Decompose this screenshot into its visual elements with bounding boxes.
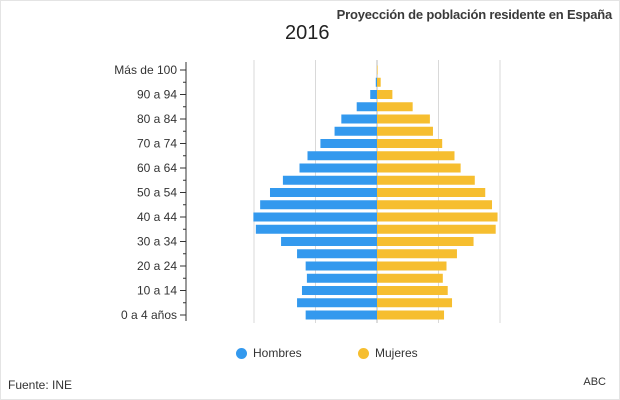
- y-tick-label: 80 a 84: [137, 112, 177, 126]
- y-tick-label: 30 a 34: [137, 235, 177, 249]
- bar-hombres: [255, 224, 377, 234]
- bar-mujeres: [377, 175, 475, 185]
- bar-mujeres: [377, 90, 393, 99]
- bar-mujeres: [377, 298, 453, 308]
- y-tick-label: 50 a 54: [137, 186, 177, 200]
- y-tick-label: 0 a 4 años: [121, 308, 177, 322]
- legend-item-hombres[interactable]: Hombres: [236, 346, 302, 360]
- legend-item-mujeres[interactable]: Mujeres: [358, 346, 418, 360]
- bar-mujeres: [377, 65, 378, 75]
- bar-mujeres: [377, 310, 445, 320]
- bar-mujeres: [377, 200, 493, 210]
- bars: [253, 65, 498, 320]
- legend-label-hombres: Hombres: [253, 346, 302, 360]
- y-tick-label: 90 a 94: [137, 88, 177, 102]
- bar-mujeres: [377, 163, 461, 173]
- bar-mujeres: [377, 249, 457, 259]
- bar-mujeres: [377, 273, 443, 283]
- y-tick-label: Más de 100: [114, 63, 177, 77]
- bar-mujeres: [377, 224, 496, 234]
- bar-mujeres: [377, 139, 443, 148]
- legend-swatch-hombres: [236, 347, 247, 359]
- y-axis: 0 a 4 años 10 a 14 20 a 24 30 a 34 40 a 44 50…: [114, 62, 187, 322]
- chart-title: Proyección de población residente en Esp…: [336, 7, 613, 22]
- bar-hombres: [301, 286, 377, 295]
- bar-hombres: [299, 163, 377, 173]
- bar-hombres: [297, 249, 377, 259]
- bar-mujeres: [377, 151, 455, 161]
- legend-swatch-mujeres: [358, 347, 369, 359]
- bar-hombres: [334, 126, 377, 136]
- bar-hombres: [305, 261, 377, 271]
- bar-hombres: [260, 200, 377, 210]
- source-note: Fuente: INE: [8, 378, 73, 392]
- bar-hombres: [356, 102, 377, 112]
- bar-hombres: [320, 139, 377, 148]
- bar-mujeres: [377, 212, 498, 222]
- bar-hombres: [297, 298, 377, 308]
- y-tick-label: 40 a 44: [137, 210, 177, 224]
- bar-mujeres: [377, 188, 486, 197]
- legend-label-mujeres: Mujeres: [375, 346, 418, 360]
- bar-hombres: [307, 151, 377, 161]
- bar-hombres: [305, 310, 377, 320]
- bar-hombres: [370, 90, 377, 99]
- bar-hombres: [341, 114, 377, 124]
- year-label: 2016: [285, 22, 330, 44]
- bar-mujeres: [377, 237, 474, 246]
- y-tick-label: 20 a 24: [137, 259, 177, 273]
- bar-mujeres: [377, 114, 430, 124]
- y-tick-label: 10 a 14: [137, 284, 177, 298]
- y-tick-label: 70 a 74: [137, 137, 177, 151]
- brand-label: ABC: [583, 376, 606, 388]
- y-tick-label: 60 a 64: [137, 161, 177, 175]
- bar-hombres: [269, 188, 377, 197]
- bar-hombres: [282, 175, 377, 185]
- bar-hombres: [253, 212, 377, 222]
- bar-hombres: [306, 273, 377, 283]
- bar-mujeres: [377, 261, 447, 271]
- bar-hombres: [281, 237, 377, 246]
- bar-hombres: [375, 77, 377, 87]
- bar-mujeres: [377, 286, 448, 295]
- bar-mujeres: [377, 102, 413, 112]
- bar-mujeres: [377, 126, 433, 136]
- bar-mujeres: [377, 77, 381, 87]
